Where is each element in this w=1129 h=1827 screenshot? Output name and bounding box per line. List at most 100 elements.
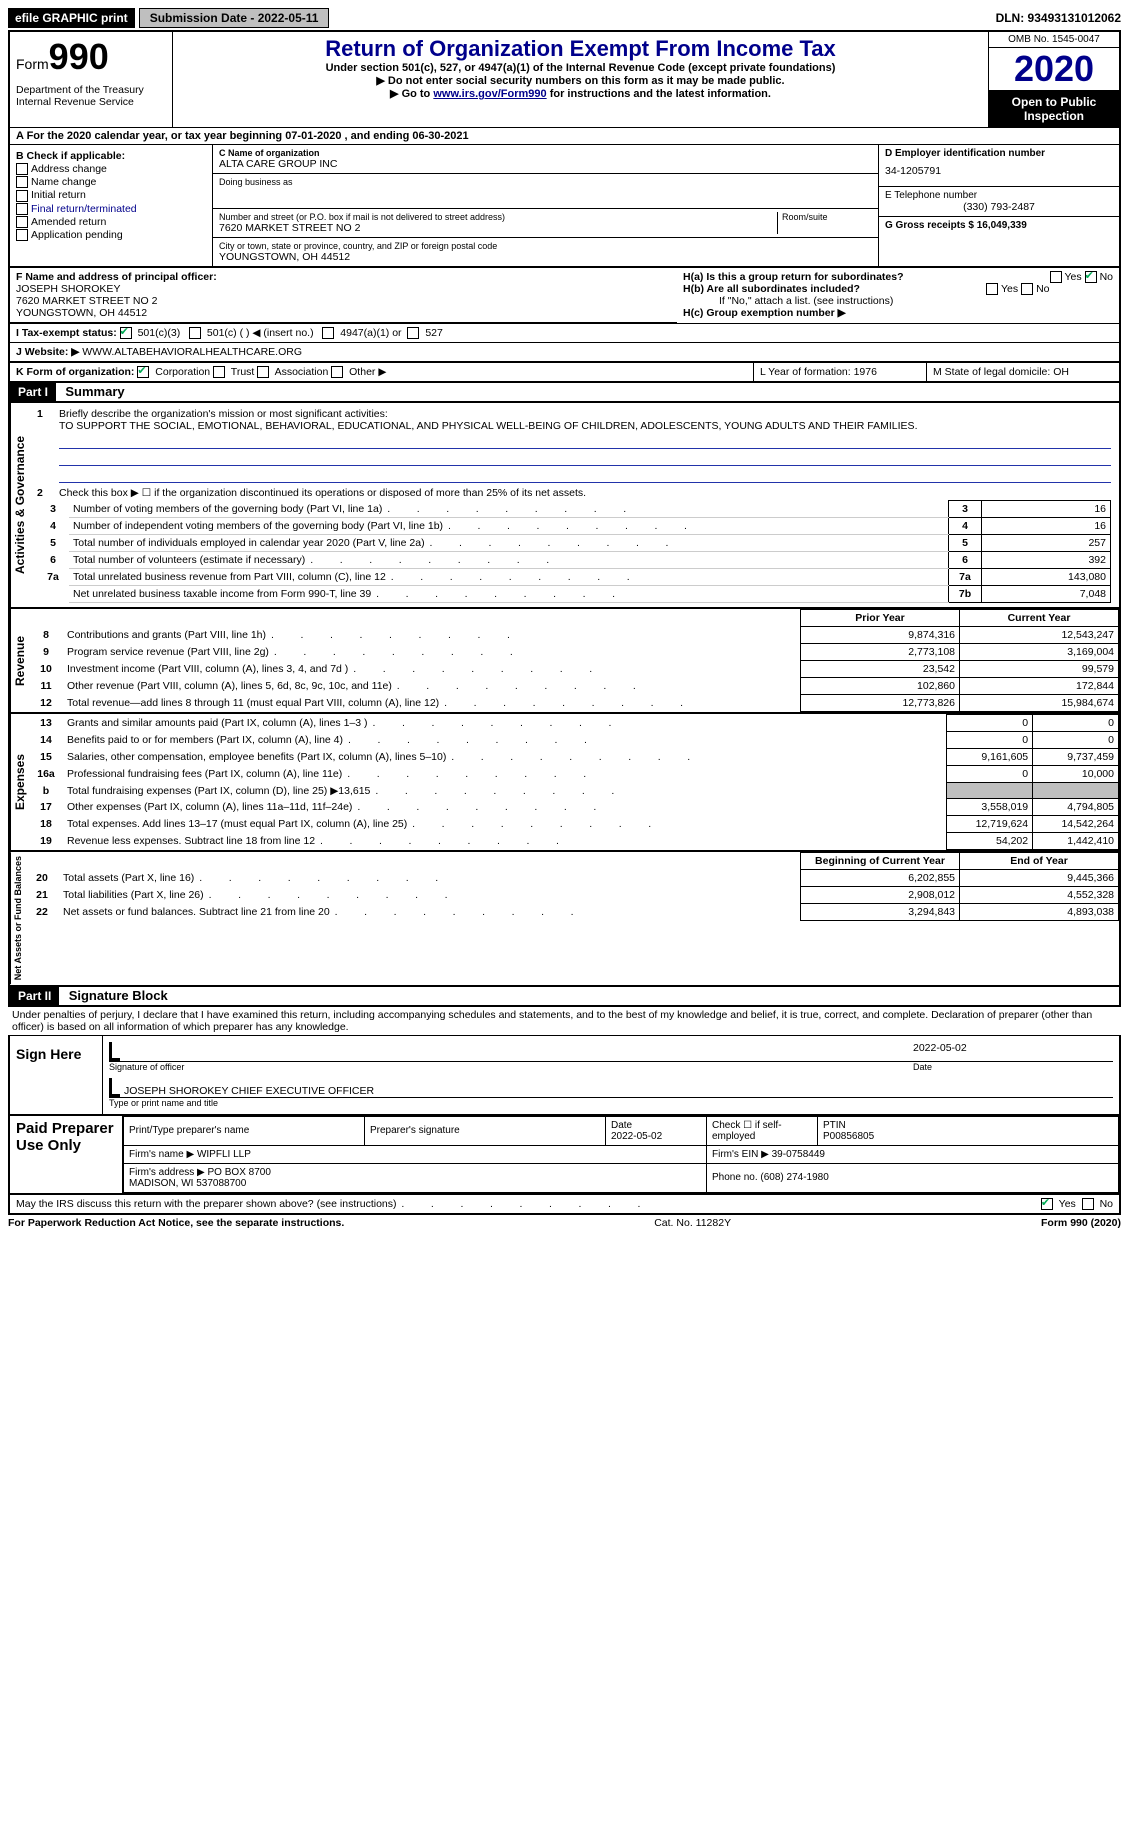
brief-label: Briefly describe the organization's miss…	[59, 408, 388, 420]
part2-title: Signature Block	[63, 986, 174, 1005]
org-assoc: Association	[275, 366, 329, 378]
column-h: H(a) Is this a group return for subordin…	[677, 268, 1119, 323]
gov-table: 3 Number of voting members of the govern…	[37, 500, 1111, 603]
discuss-text: May the IRS discuss this return with the…	[16, 1198, 642, 1210]
self-employed: Check ☐ if self-employed	[712, 1120, 782, 1142]
discuss-yes: Yes	[1059, 1198, 1076, 1210]
sign-here-label: Sign Here	[10, 1036, 103, 1114]
officer-addr1: 7620 MARKET STREET NO 2	[16, 295, 157, 307]
firm-phone-label: Phone no.	[712, 1172, 758, 1183]
part1-revenue: Revenue Prior YearCurrent Year8 Contribu…	[8, 609, 1121, 714]
org-trust: Trust	[231, 366, 255, 378]
hc-label: H(c) Group exemption number ▶	[683, 307, 846, 319]
goto-prefix: ▶ Go to	[390, 88, 433, 100]
goto-suffix: for instructions and the latest informat…	[547, 88, 771, 100]
row-i: I Tax-exempt status: 501(c)(3) 501(c) ( …	[10, 324, 1119, 342]
paid-preparer-block: Paid Preparer Use Only Print/Type prepar…	[8, 1116, 1121, 1195]
prep-date: 2022-05-02	[611, 1131, 662, 1142]
form-prefix: Form	[16, 56, 49, 72]
part1-title: Summary	[59, 382, 130, 401]
top-bar: efile GRAPHIC print Submission Date - 20…	[8, 8, 1121, 28]
check-name-change: Name change	[16, 176, 206, 188]
discuss-no: No	[1100, 1198, 1113, 1210]
firm-addr-label: Firm's address ▶	[129, 1167, 205, 1178]
penalties-text: Under penalties of perjury, I declare th…	[8, 1007, 1121, 1035]
hb-yes: Yes	[1001, 283, 1018, 295]
section-bcd: B Check if applicable: Address change Na…	[8, 145, 1121, 268]
city-label: City or town, state or province, country…	[219, 241, 872, 251]
submission-date-button[interactable]: Submission Date - 2022-05-11	[139, 8, 330, 28]
vert-netassets: Net Assets or Fund Balances	[10, 852, 25, 984]
header-left: Form990 Department of the Treasury Inter…	[10, 32, 173, 127]
firm-name-label: Firm's name ▶	[129, 1149, 194, 1160]
part1-badge: Part I	[10, 383, 56, 401]
firm-ein: 39-0758449	[772, 1149, 825, 1160]
column-b: B Check if applicable: Address change Na…	[10, 145, 213, 266]
part1-netassets: Net Assets or Fund Balances Beginning of…	[8, 852, 1121, 986]
section-fh: F Name and address of principal officer:…	[8, 268, 1121, 363]
dln-text: DLN: 93493131012062	[996, 11, 1121, 25]
sig-date-label: Date	[913, 1062, 1113, 1072]
line2-text: Check this box ▶ ☐ if the organization d…	[59, 487, 1111, 499]
addr-label: Number and street (or P.O. box if mail i…	[219, 212, 777, 222]
rev-table: Prior YearCurrent Year8 Contributions an…	[29, 609, 1119, 712]
open-public-badge: Open to Public Inspection	[989, 91, 1119, 127]
efile-print-button[interactable]: efile GRAPHIC print	[8, 8, 135, 28]
na-table: Beginning of Current YearEnd of Year20 T…	[25, 852, 1119, 921]
hb-label: H(b) Are all subordinates included?	[683, 283, 860, 295]
room-label: Room/suite	[782, 212, 872, 222]
officer-name-title: JOSEPH SHOROKEY CHIEF EXECUTIVE OFFICER	[124, 1085, 374, 1097]
check-pending: Application pending	[16, 229, 206, 241]
gross-receipts: G Gross receipts $ 16,049,339	[885, 220, 1113, 231]
exp-table: 13 Grants and similar amounts paid (Part…	[29, 714, 1119, 850]
paid-preparer-table: Print/Type preparer's name Preparer's si…	[123, 1116, 1119, 1193]
check-initial-return: Initial return	[16, 189, 206, 201]
hb-note: If "No," attach a list. (see instruction…	[683, 295, 1113, 307]
c-label: C Name of organization	[219, 148, 320, 158]
ptin-label: PTIN	[823, 1120, 846, 1131]
phone-label: E Telephone number	[885, 190, 1113, 201]
org-address: 7620 MARKET STREET NO 2	[219, 222, 777, 234]
prep-name-label: Print/Type preparer's name	[129, 1125, 249, 1136]
instruction-line-2: ▶ Go to www.irs.gov/Form990 for instruct…	[179, 87, 982, 100]
brief-text: TO SUPPORT THE SOCIAL, EMOTIONAL, BEHAVI…	[59, 420, 917, 432]
page-footer: For Paperwork Reduction Act Notice, see …	[8, 1215, 1121, 1231]
vert-expenses: Expenses	[10, 714, 29, 850]
header-right: OMB No. 1545-0047 2020 Open to Public In…	[988, 32, 1119, 127]
firm-phone: (608) 274-1980	[760, 1172, 828, 1183]
check-amended: Amended return	[16, 216, 206, 228]
check-address-change: Address change	[16, 163, 206, 175]
tax-year: 2020	[989, 48, 1119, 91]
sig-officer-label: Signature of officer	[109, 1062, 913, 1072]
check-final-return: Final return/terminated	[16, 203, 206, 215]
col-b-header: B Check if applicable:	[16, 150, 206, 162]
org-other: Other ▶	[349, 366, 386, 378]
irs-link[interactable]: www.irs.gov/Form990	[433, 88, 546, 100]
status-4947: 4947(a)(1) or	[340, 327, 401, 339]
website-value: WWW.ALTABEHAVIORALHEALTHCARE.ORG	[82, 346, 302, 358]
form-title: Return of Organization Exempt From Incom…	[179, 36, 982, 62]
paid-preparer-label: Paid Preparer Use Only	[10, 1116, 123, 1193]
status-501c: 501(c) ( ) ◀ (insert no.)	[207, 327, 314, 339]
form-header: Form990 Department of the Treasury Inter…	[8, 30, 1121, 127]
column-d: D Employer identification number 34-1205…	[878, 145, 1119, 266]
vert-revenue: Revenue	[10, 609, 29, 712]
signature-block: Sign Here 2022-05-02 Signature of office…	[8, 1035, 1121, 1116]
legal-domicile: M State of legal domicile: OH	[926, 363, 1119, 381]
status-501c3: 501(c)(3)	[138, 327, 181, 339]
ptin-value: P00856805	[823, 1131, 874, 1142]
form-subtitle: Under section 501(c), 527, or 4947(a)(1)…	[179, 62, 982, 74]
org-city: YOUNGSTOWN, OH 44512	[219, 251, 872, 263]
prep-date-label: Date	[611, 1120, 632, 1131]
part1-expenses: Expenses 13 Grants and similar amounts p…	[8, 714, 1121, 852]
j-label: J Website: ▶	[16, 346, 79, 358]
officer-addr2: YOUNGSTOWN, OH 44512	[16, 307, 147, 319]
part1-governance: Activities & Governance 1 Briefly descri…	[8, 403, 1121, 609]
firm-ein-label: Firm's EIN ▶	[712, 1149, 769, 1160]
part2-badge: Part II	[10, 987, 59, 1005]
dba-label: Doing business as	[219, 177, 872, 187]
header-mid: Return of Organization Exempt From Incom…	[173, 32, 988, 127]
i-label: I Tax-exempt status:	[16, 327, 117, 339]
ein-label: D Employer identification number	[885, 148, 1113, 159]
footer-mid: Cat. No. 11282Y	[344, 1217, 1041, 1229]
